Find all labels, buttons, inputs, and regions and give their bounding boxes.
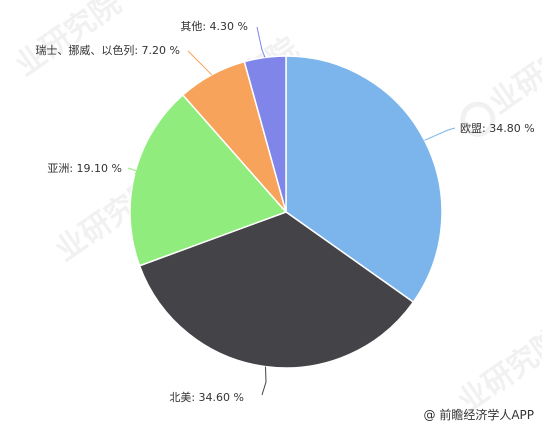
watermark-logo-icon [460, 101, 496, 137]
pie-slice[interactable] [129, 93, 288, 267]
watermark-text: 业研究院 [483, 23, 542, 120]
pie-slice[interactable] [138, 211, 415, 369]
leader-line [127, 167, 142, 175]
data-label: 北美: 34.60 % [169, 391, 244, 404]
data-label: 欧盟: 34.80 % [460, 122, 535, 135]
leader-lines [127, 26, 456, 396]
data-label: 其他: 4.30 % [180, 20, 248, 33]
pie-slice[interactable] [285, 55, 443, 304]
data-labels: 欧盟: 34.80 % 北美: 34.60 % 亚洲: 19.10 % 瑞士、挪威、以… [35, 20, 534, 404]
pie-slice[interactable] [243, 55, 287, 213]
leader-line [424, 127, 456, 141]
watermark-text: 业研究院 [9, 0, 127, 83]
data-label: 亚洲: 19.10 % [47, 162, 122, 175]
leader-line [256, 26, 266, 58]
leader-line [187, 50, 213, 76]
pie-slices [129, 55, 443, 369]
data-label: 瑞士、挪威、以色列: 7.20 % [35, 43, 180, 57]
source-credit: @ 前瞻经济学人APP [423, 408, 535, 422]
leader-line [261, 366, 267, 396]
